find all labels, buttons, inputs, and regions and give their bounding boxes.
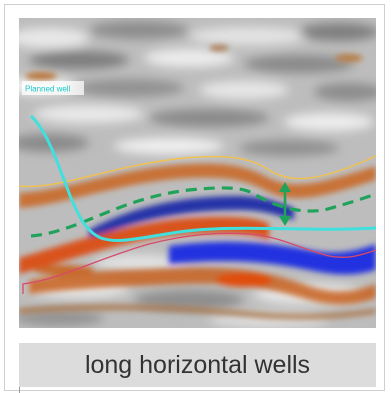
- seismic-texture: [19, 21, 376, 328]
- top-horizon-line: [19, 155, 376, 188]
- figure-caption: long horizontal wells: [19, 343, 376, 387]
- well-label: Planned well: [22, 81, 84, 95]
- target-horizon-dashed: [30, 186, 376, 238]
- reflector-bands: [19, 163, 376, 320]
- frame-tick: [19, 387, 20, 393]
- bottom-horizon-line: [22, 232, 376, 294]
- seismic-section: Planned well: [19, 18, 376, 328]
- planned-well-trajectory: [29, 114, 376, 242]
- seismic-image: Planned well: [19, 18, 376, 328]
- well-label-text: Planned well: [25, 85, 71, 94]
- seismic-accents: [25, 45, 363, 80]
- thickness-arrow: [279, 182, 291, 226]
